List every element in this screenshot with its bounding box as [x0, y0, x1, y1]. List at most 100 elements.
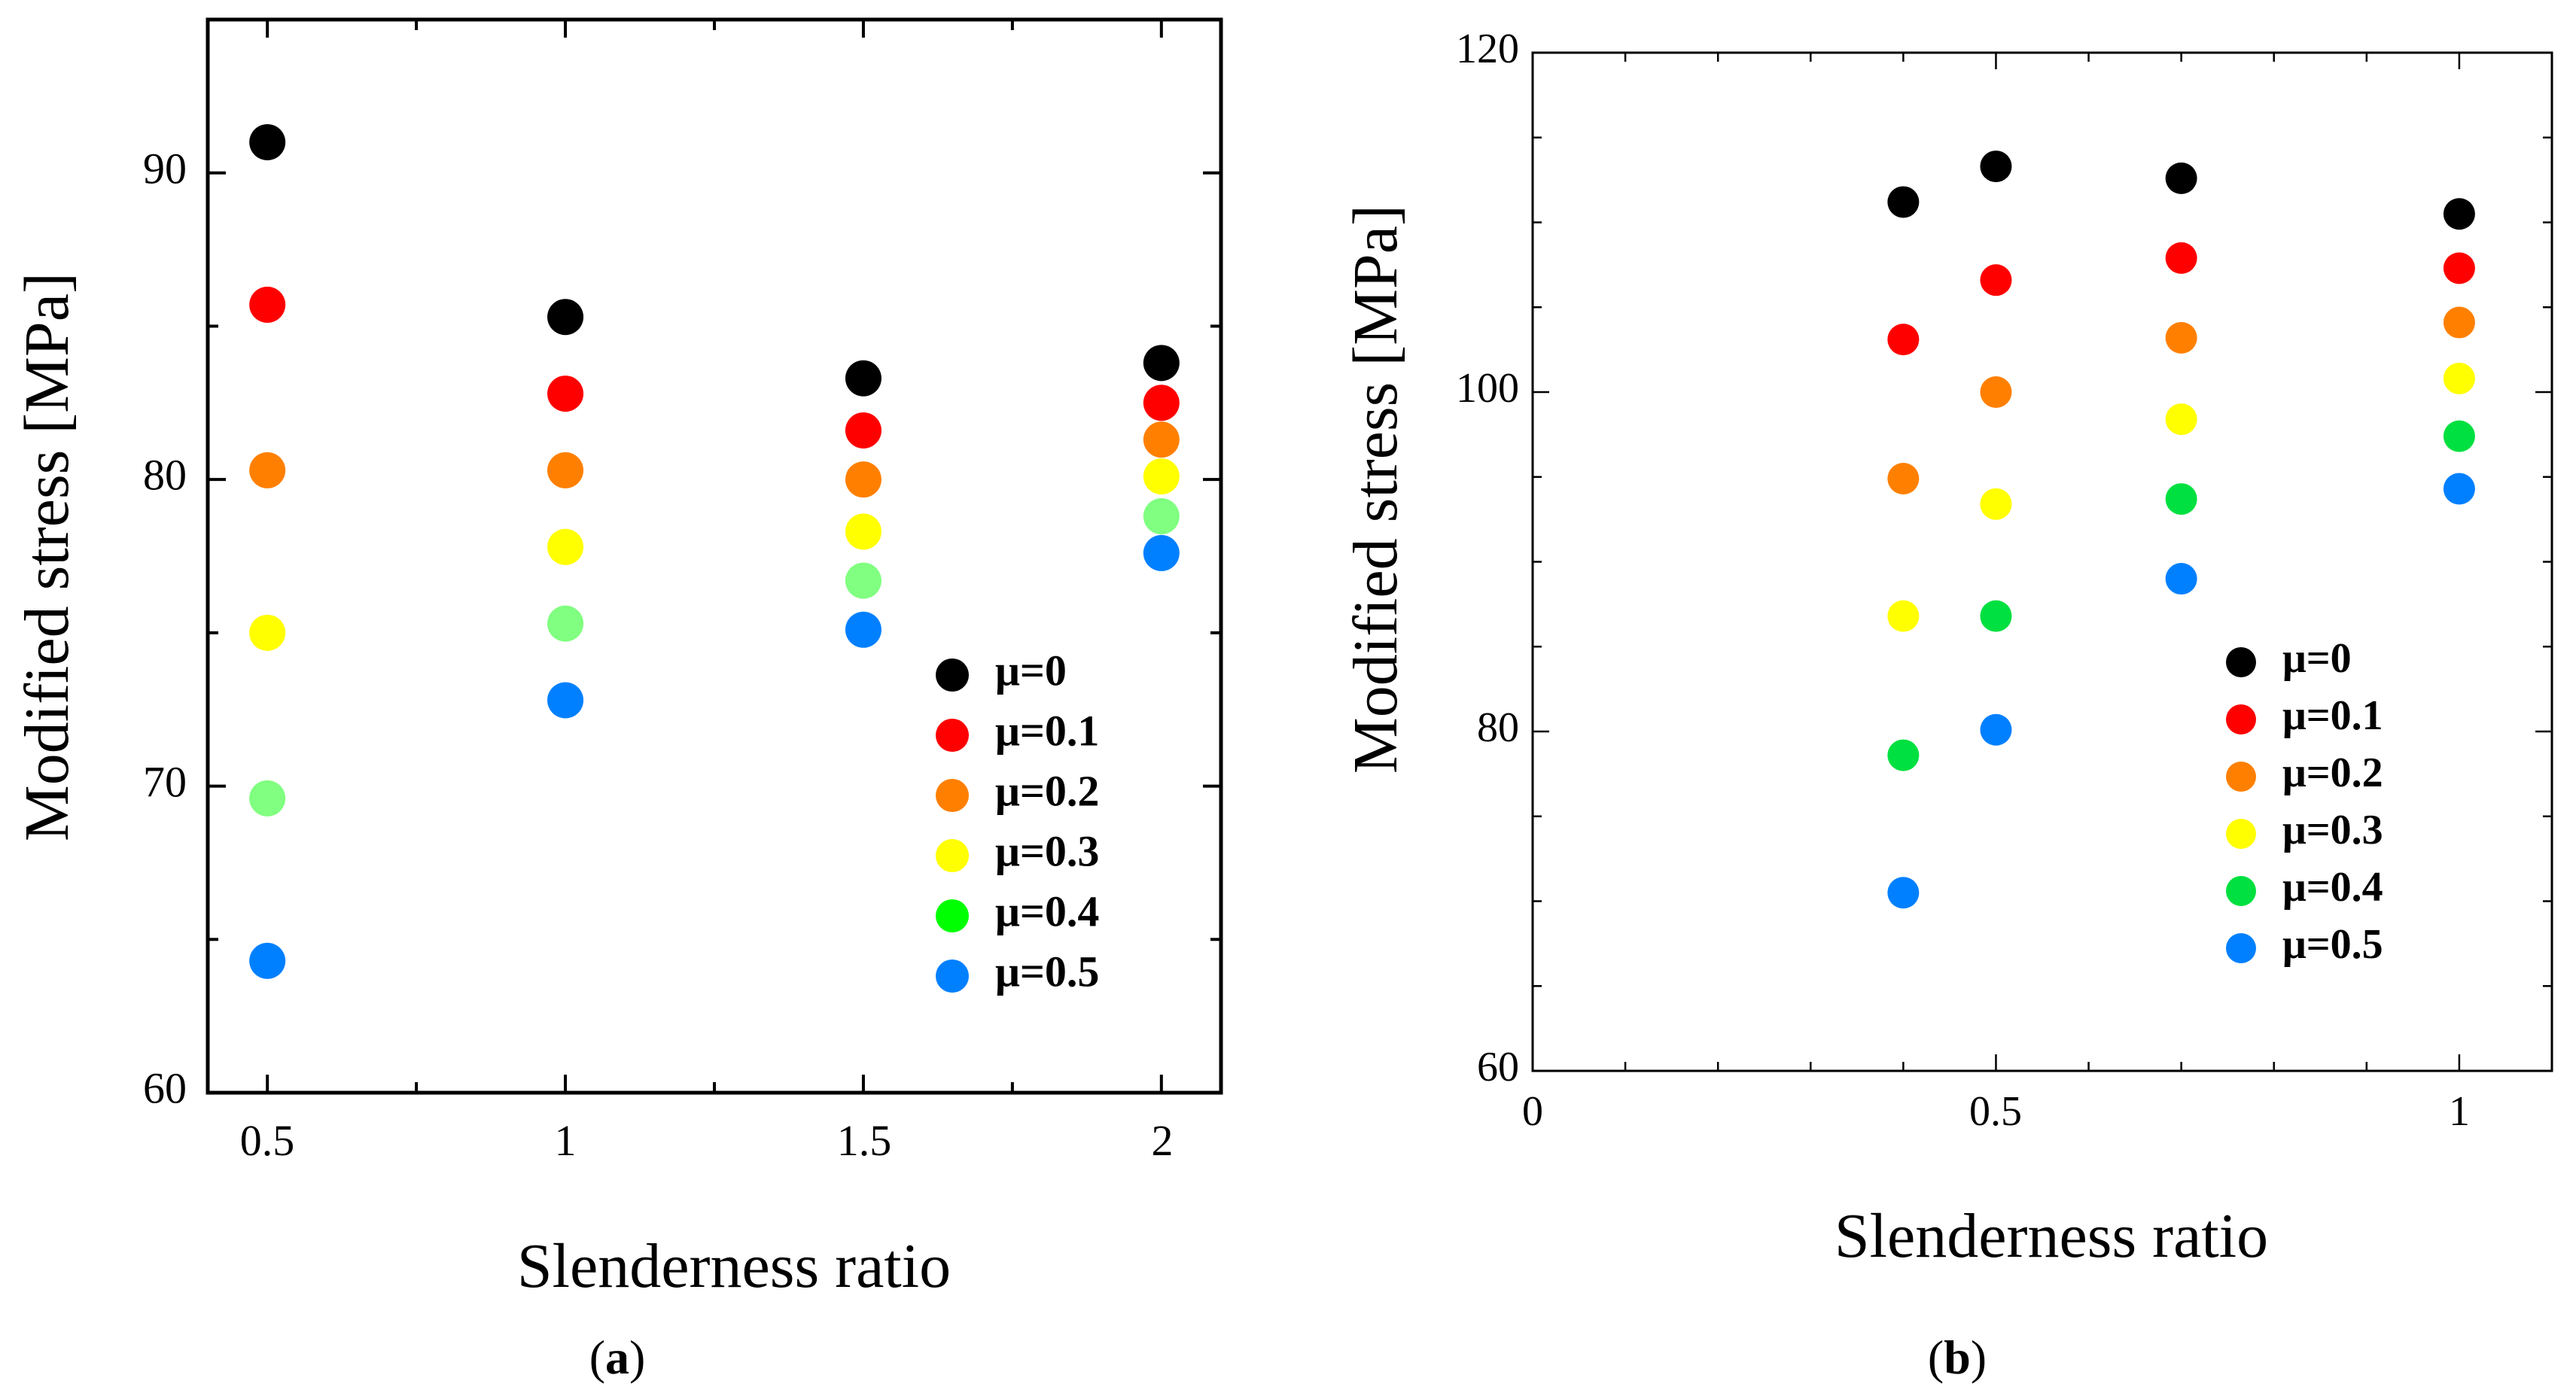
legend-label: μ=0.2	[2282, 750, 2383, 796]
legend-swatch	[936, 658, 969, 692]
legend-label: μ=0.5	[995, 947, 1099, 996]
data-point	[547, 528, 584, 565]
y-tick-label: 70	[143, 757, 187, 806]
legend-label: μ=0.2	[995, 766, 1099, 815]
data-point	[845, 611, 882, 648]
x-axis-title: Slenderness ratio	[517, 1231, 951, 1301]
legend-label: μ=0.1	[995, 706, 1099, 755]
data-point	[1887, 877, 1920, 909]
x-axis-title: Slenderness ratio	[1835, 1201, 2268, 1271]
data-point	[1980, 151, 2012, 183]
data-point	[2443, 306, 2475, 339]
legend-a: μ=0 μ=0.1 μ=0.2 μ=0.3 μ=0.4 μ=0.5	[936, 646, 1099, 996]
legend-label: μ=0.4	[995, 887, 1099, 935]
data-point	[1143, 421, 1180, 458]
panel-label-a: (a)	[589, 1331, 646, 1384]
y-tick-label: 120	[1456, 26, 1519, 72]
data-point	[1143, 458, 1180, 495]
data-point	[845, 513, 882, 550]
data-point	[547, 605, 584, 642]
data-point	[2165, 483, 2197, 516]
data-point	[1887, 186, 1920, 218]
chart-panel-b: 60 80 100 120 0 0.5 1 Slenderness ratio …	[1341, 26, 2553, 1384]
y-tick-label: 100	[1456, 365, 1519, 412]
data-points-b	[1887, 151, 2475, 909]
data-point	[249, 452, 286, 488]
legend-label: μ=0.3	[2282, 807, 2383, 853]
data-point	[2165, 403, 2197, 436]
y-tick-label: 80	[1477, 704, 1519, 751]
data-point	[249, 780, 286, 817]
data-point	[2443, 362, 2475, 394]
legend-swatch	[2226, 762, 2256, 792]
data-point	[1143, 385, 1180, 421]
y-tick-label: 90	[143, 144, 187, 193]
data-point	[845, 360, 882, 397]
data-point	[2443, 252, 2475, 284]
data-point	[1887, 600, 1920, 632]
legend-swatch	[936, 719, 969, 752]
legend-label: μ=0.4	[2282, 864, 2383, 911]
legend-swatch	[2226, 933, 2256, 963]
chart-panel-a: 60 70 80 90 0.5 1 1.5 2 Slenderness rati…	[12, 17, 1223, 1384]
legend-swatch	[936, 779, 969, 812]
x-tick-label: 2	[1152, 1116, 1174, 1165]
x-tick-label: 1.5	[837, 1116, 892, 1165]
data-point	[1980, 376, 2012, 408]
data-point	[249, 614, 286, 651]
legend-swatch	[2226, 876, 2256, 906]
y-tick-label: 60	[1477, 1044, 1519, 1090]
data-point	[1143, 345, 1180, 382]
legend-label: μ=0	[995, 646, 1067, 695]
data-point	[2165, 162, 2197, 194]
x-tick-label: 1	[2449, 1088, 2470, 1135]
data-point	[1980, 600, 2012, 632]
y-axis-title: Modified stress [MPa]	[1341, 205, 1411, 774]
legend-swatch	[936, 960, 969, 993]
data-point	[845, 562, 882, 599]
data-point	[2165, 563, 2197, 595]
data-point	[249, 123, 286, 160]
x-tick-label: 1	[555, 1116, 577, 1165]
data-point	[1980, 713, 2012, 746]
legend-label: μ=0	[2282, 635, 2352, 682]
data-point	[1887, 463, 1920, 495]
data-point	[1887, 324, 1920, 356]
legend-label: μ=0.5	[2282, 921, 2383, 968]
legend-b: μ=0 μ=0.1 μ=0.2 μ=0.3 μ=0.4 μ=0.5	[2226, 635, 2383, 968]
data-point	[547, 682, 584, 719]
x-tick-label: 0	[1522, 1088, 1543, 1135]
legend-label: μ=0.3	[995, 826, 1099, 875]
data-point	[2443, 198, 2475, 230]
legend-swatch	[2226, 819, 2256, 849]
data-point	[2443, 420, 2475, 452]
x-tick-label: 0.5	[1969, 1088, 2022, 1135]
legend-swatch	[2226, 647, 2256, 677]
data-point	[1143, 498, 1180, 535]
y-tick-label: 80	[143, 450, 187, 499]
data-point	[547, 452, 584, 488]
legend-swatch	[2226, 704, 2256, 734]
axis-ticks-b	[1531, 51, 2553, 1072]
data-point	[2165, 321, 2197, 354]
data-point	[547, 299, 584, 336]
data-point	[2165, 242, 2197, 274]
y-axis-title: Modified stress [MPa]	[12, 272, 82, 841]
data-point	[845, 461, 882, 498]
y-tick-label: 60	[143, 1063, 187, 1112]
data-point	[249, 286, 286, 323]
data-point	[1980, 488, 2012, 520]
data-point	[845, 412, 882, 449]
plot-frame-b	[1531, 51, 2553, 1072]
x-tick-label: 0.5	[240, 1116, 295, 1165]
data-point	[2443, 473, 2475, 505]
data-points-a	[249, 123, 1180, 979]
legend-swatch	[936, 899, 969, 932]
data-point	[547, 376, 584, 412]
data-point	[1980, 264, 2012, 297]
panel-label-b: (b)	[1928, 1331, 1987, 1384]
axis-ticks-a	[208, 20, 1221, 1094]
data-point	[1887, 739, 1920, 771]
legend-label: μ=0.1	[2282, 692, 2383, 739]
